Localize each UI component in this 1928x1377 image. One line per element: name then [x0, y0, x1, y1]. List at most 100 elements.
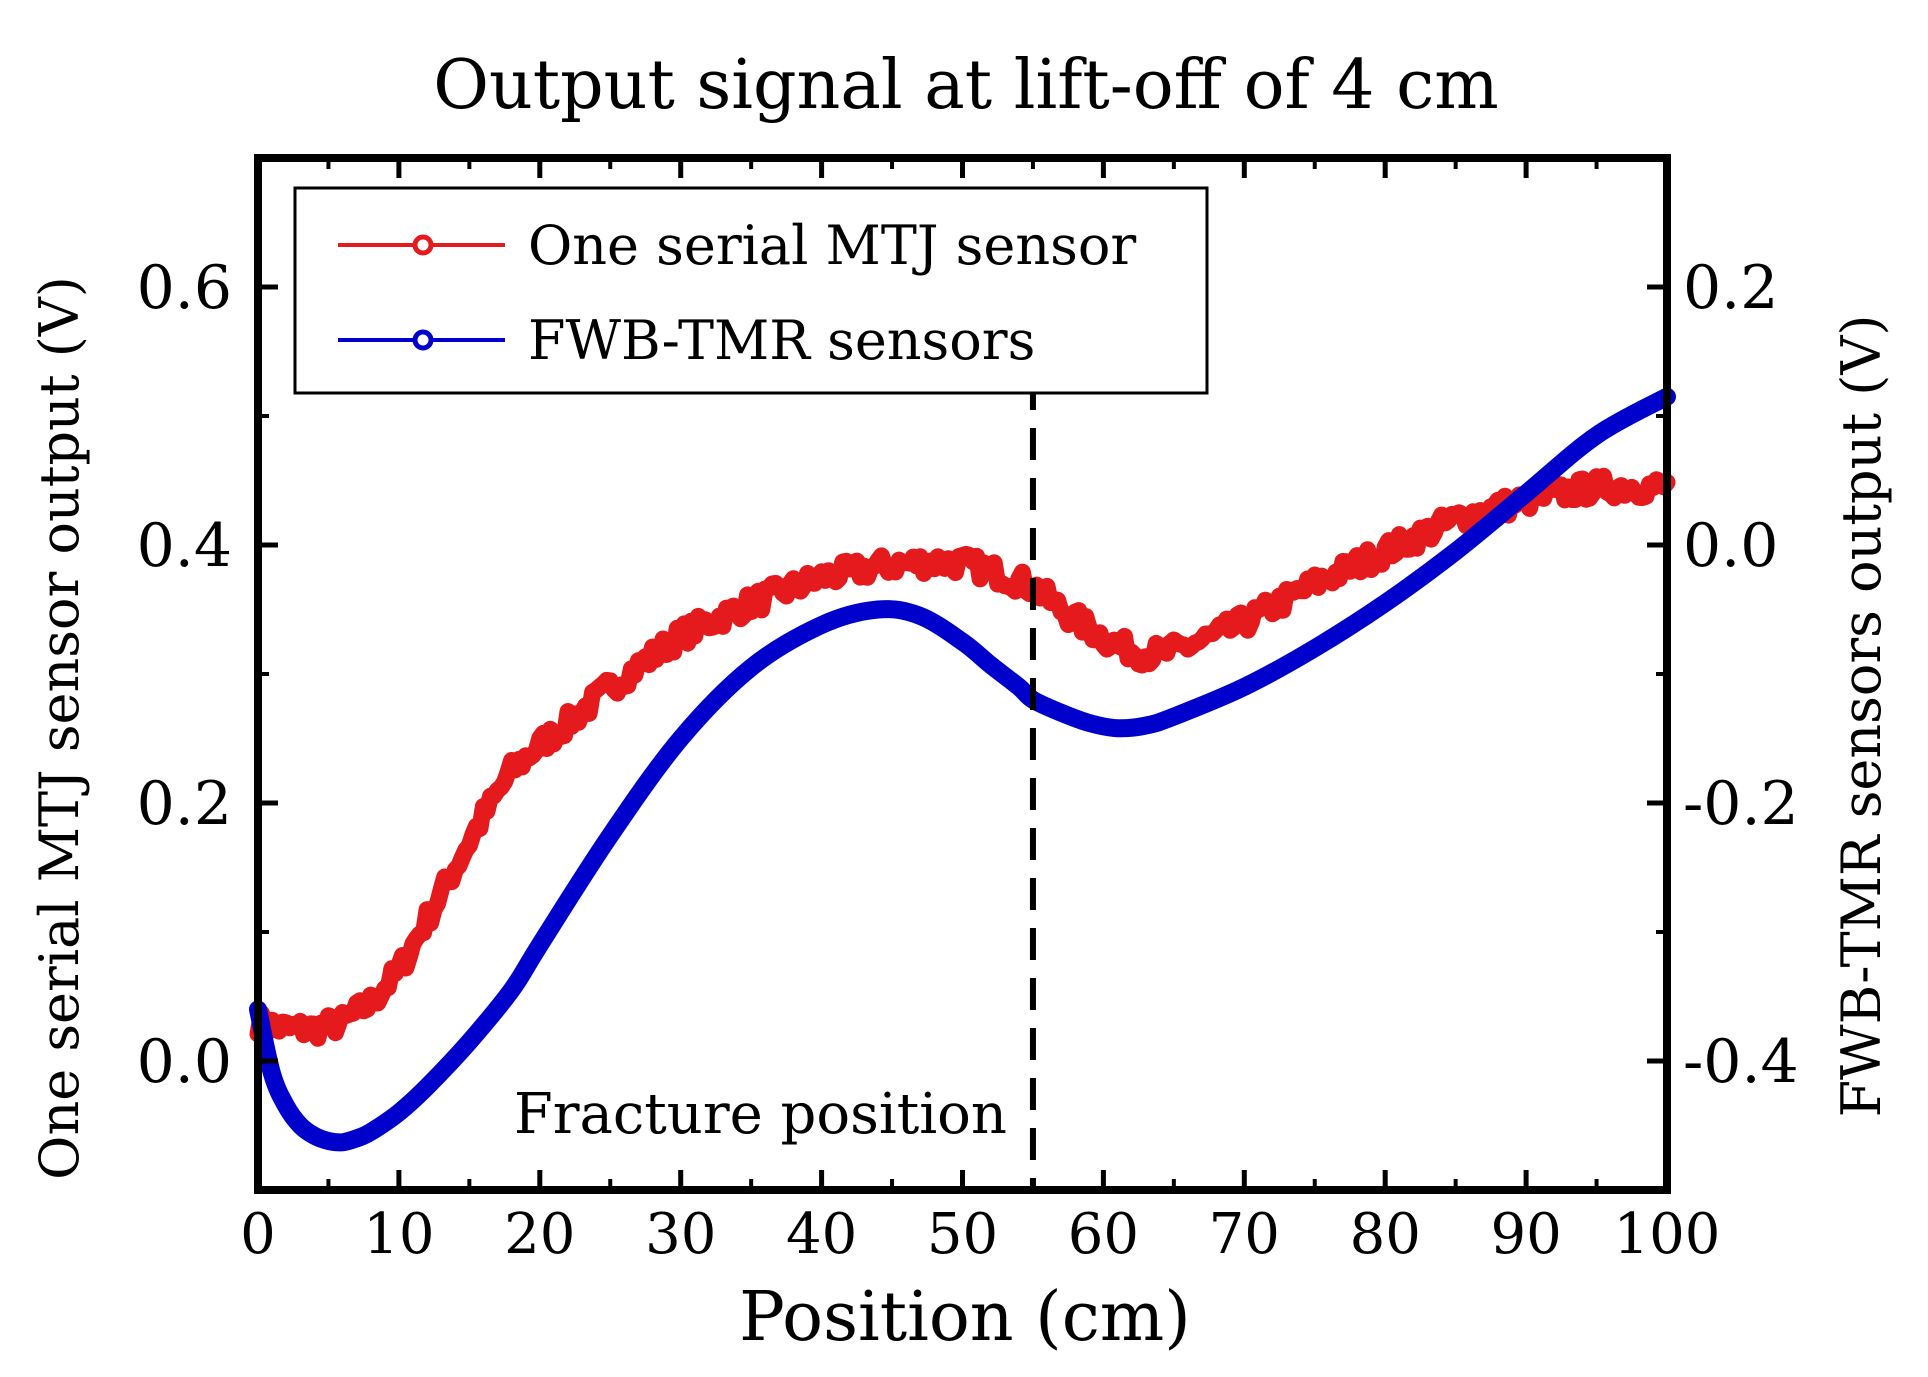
data-point	[609, 685, 612, 688]
data-point	[271, 1072, 274, 1075]
data-point	[961, 640, 964, 643]
data-point	[397, 1111, 400, 1114]
data-point	[1525, 492, 1528, 495]
x-tick-label: 90	[1490, 1202, 1561, 1267]
y2-tick-label: -0.4	[1683, 1027, 1799, 1097]
data-point	[567, 722, 570, 725]
legend-label: FWB-TMR sensors	[528, 309, 1035, 372]
y-tick-label: 0.6	[137, 253, 232, 323]
data-point	[510, 989, 513, 992]
x-axis-label: Position (cm)	[739, 1278, 1191, 1357]
x-tick-label: 20	[504, 1202, 575, 1267]
data-point	[1116, 727, 1119, 730]
y-axis-label-left: One serial MTJ sensor output (V)	[28, 276, 91, 1180]
annotation-label: Fracture position	[514, 1082, 1007, 1147]
data-point	[1017, 580, 1020, 583]
y2-tick-label: -0.2	[1683, 769, 1799, 839]
y2-tick-label: 0.2	[1683, 253, 1778, 323]
data-point	[1313, 582, 1316, 585]
data-point	[510, 769, 513, 772]
data-point	[369, 1001, 372, 1004]
data-point	[1215, 634, 1218, 637]
data-point	[538, 943, 541, 946]
x-tick-label: 30	[645, 1202, 716, 1267]
axes: 0 10 20 30 40 50 60 70 80 90 100 0.0 0.2 0.4 0.6 -0.4 -0…	[137, 154, 1799, 1267]
legend: One serial MTJ sensor FWB-TMR sensors	[293, 186, 1209, 395]
data-point	[1017, 685, 1020, 688]
x-tick-label: 60	[1068, 1202, 1139, 1267]
data-point	[285, 1027, 288, 1030]
data-point	[426, 918, 429, 921]
data-point	[679, 737, 682, 740]
data-point	[1060, 608, 1063, 611]
data-point	[1088, 722, 1091, 725]
data-point	[1088, 627, 1091, 630]
series-line	[249, 467, 1676, 1047]
data-point	[919, 614, 922, 617]
y-tick-label: 0.2	[137, 769, 232, 839]
data-point	[355, 1137, 358, 1140]
data-point	[285, 1105, 288, 1108]
data-point	[750, 666, 753, 669]
x-tick-label: 40	[786, 1202, 857, 1267]
series-line	[249, 387, 1676, 1152]
x-tick-label: 0	[240, 1202, 276, 1267]
y-axis-label-right: FWB-TMR sensors output (V)	[1830, 315, 1893, 1118]
data-point	[313, 1134, 316, 1137]
data-point	[1313, 647, 1316, 650]
series-mtj	[249, 467, 1676, 1047]
series-fwb-tmr	[249, 387, 1676, 1152]
data-point	[961, 562, 964, 565]
data-point	[482, 814, 485, 817]
data-point	[538, 744, 541, 747]
data-point	[820, 624, 823, 627]
data-point	[468, 1040, 471, 1043]
data-point	[1144, 724, 1147, 727]
legend-label: One serial MTJ sensor	[528, 214, 1136, 277]
chart-title: Output signal at lift-off of 4 cm	[433, 46, 1499, 125]
data-point	[299, 1124, 302, 1127]
data-point	[454, 866, 457, 869]
y-tick-label: 0.4	[137, 511, 232, 581]
data-point	[1243, 685, 1246, 688]
data-point	[679, 634, 682, 637]
data-point	[609, 834, 612, 837]
data-point	[989, 664, 992, 667]
x-tick-label: 10	[363, 1202, 434, 1267]
data-point	[397, 969, 400, 972]
data-point	[1595, 485, 1598, 488]
data-point	[369, 1131, 372, 1134]
data-point	[1144, 653, 1147, 656]
data-point	[327, 1140, 330, 1143]
series-layer: Fracture position	[249, 378, 1676, 1190]
data-point	[1384, 550, 1387, 553]
data-point	[877, 608, 880, 611]
data-point	[1172, 649, 1175, 652]
data-point	[1243, 621, 1246, 624]
data-point	[1060, 711, 1063, 714]
data-point	[1454, 518, 1457, 521]
y2-tick-label: 0.0	[1683, 511, 1778, 581]
data-point	[820, 576, 823, 579]
y-tick-label: 0.0	[137, 1027, 232, 1097]
data-point	[426, 1085, 429, 1088]
data-point	[341, 1021, 344, 1024]
data-point	[989, 569, 992, 572]
legend-box	[293, 186, 1209, 395]
data-point	[1595, 434, 1598, 437]
data-point	[750, 602, 753, 605]
x-tick-label: 80	[1350, 1202, 1421, 1267]
data-point	[1172, 715, 1175, 718]
x-tick-label: 100	[1614, 1202, 1721, 1267]
data-point	[1384, 602, 1387, 605]
data-point	[1454, 550, 1457, 553]
data-point	[891, 563, 894, 566]
data-point	[313, 1027, 316, 1030]
data-point	[933, 560, 936, 563]
x-tick-label: 50	[927, 1202, 998, 1267]
legend-marker	[412, 329, 434, 351]
x-tick-label: 70	[1209, 1202, 1280, 1267]
data-point	[1116, 644, 1119, 647]
data-point	[341, 1141, 344, 1144]
